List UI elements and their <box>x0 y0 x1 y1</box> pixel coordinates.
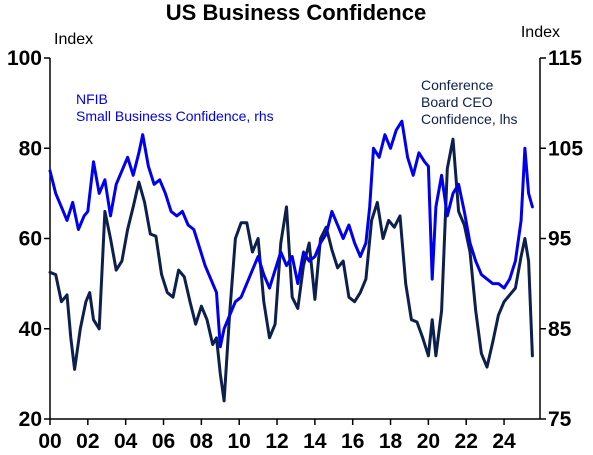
right-tick-label: 75 <box>548 408 572 431</box>
left-axis-unit: Index <box>54 31 93 48</box>
nfib-annotation-line: NFIB <box>76 91 108 107</box>
left-tick-label: 80 <box>19 137 42 160</box>
right-axis-unit: Index <box>521 24 560 41</box>
x-tick-label: 10 <box>228 430 251 453</box>
nfib-line <box>48 119 534 349</box>
ceo-annotation-line: Confidence, lhs <box>421 111 518 127</box>
series-lines <box>48 119 534 403</box>
x-tick-label: 00 <box>38 430 61 453</box>
x-tick-label: 24 <box>492 430 516 453</box>
ceo-annotation-line: Conference <box>421 77 494 93</box>
right-tick-label: 85 <box>548 318 572 341</box>
left-tick-label: 60 <box>19 228 42 251</box>
nfib-annotation: NFIB Small Business Confidence, rhs <box>76 91 274 124</box>
right-tick-label: 105 <box>548 137 583 160</box>
right-tick-label: 95 <box>548 228 572 251</box>
left-tick-label: 100 <box>7 47 42 70</box>
x-tick-label: 08 <box>190 430 214 453</box>
x-tick-label: 22 <box>455 430 478 453</box>
x-tick-label: 16 <box>341 430 364 453</box>
x-tick-label: 06 <box>152 430 175 453</box>
x-tick-label: 18 <box>379 430 403 453</box>
right-axis-ticks: 75 85 95 105 115 <box>540 47 583 431</box>
x-tick-label: 12 <box>265 430 288 453</box>
ceo-annotation: Conference Board CEO Confidence, lhs <box>421 77 518 127</box>
chart-title: US Business Confidence <box>166 0 426 25</box>
x-axis-ticks: 00 02 04 06 08 10 12 14 16 18 20 22 24 <box>38 419 516 453</box>
x-tick-label: 02 <box>76 430 99 453</box>
left-tick-label: 40 <box>19 318 42 341</box>
nfib-annotation-line: Small Business Confidence, rhs <box>76 108 274 124</box>
x-tick-label: 20 <box>417 430 440 453</box>
ceo-confidence-line <box>48 137 534 403</box>
left-tick-label: 20 <box>19 408 42 431</box>
x-tick-label: 04 <box>114 430 138 453</box>
left-axis-ticks: 20 40 60 80 100 <box>7 47 50 431</box>
x-tick-label: 14 <box>303 430 327 453</box>
right-tick-label: 115 <box>548 47 582 70</box>
ceo-annotation-line: Board CEO <box>421 94 493 110</box>
